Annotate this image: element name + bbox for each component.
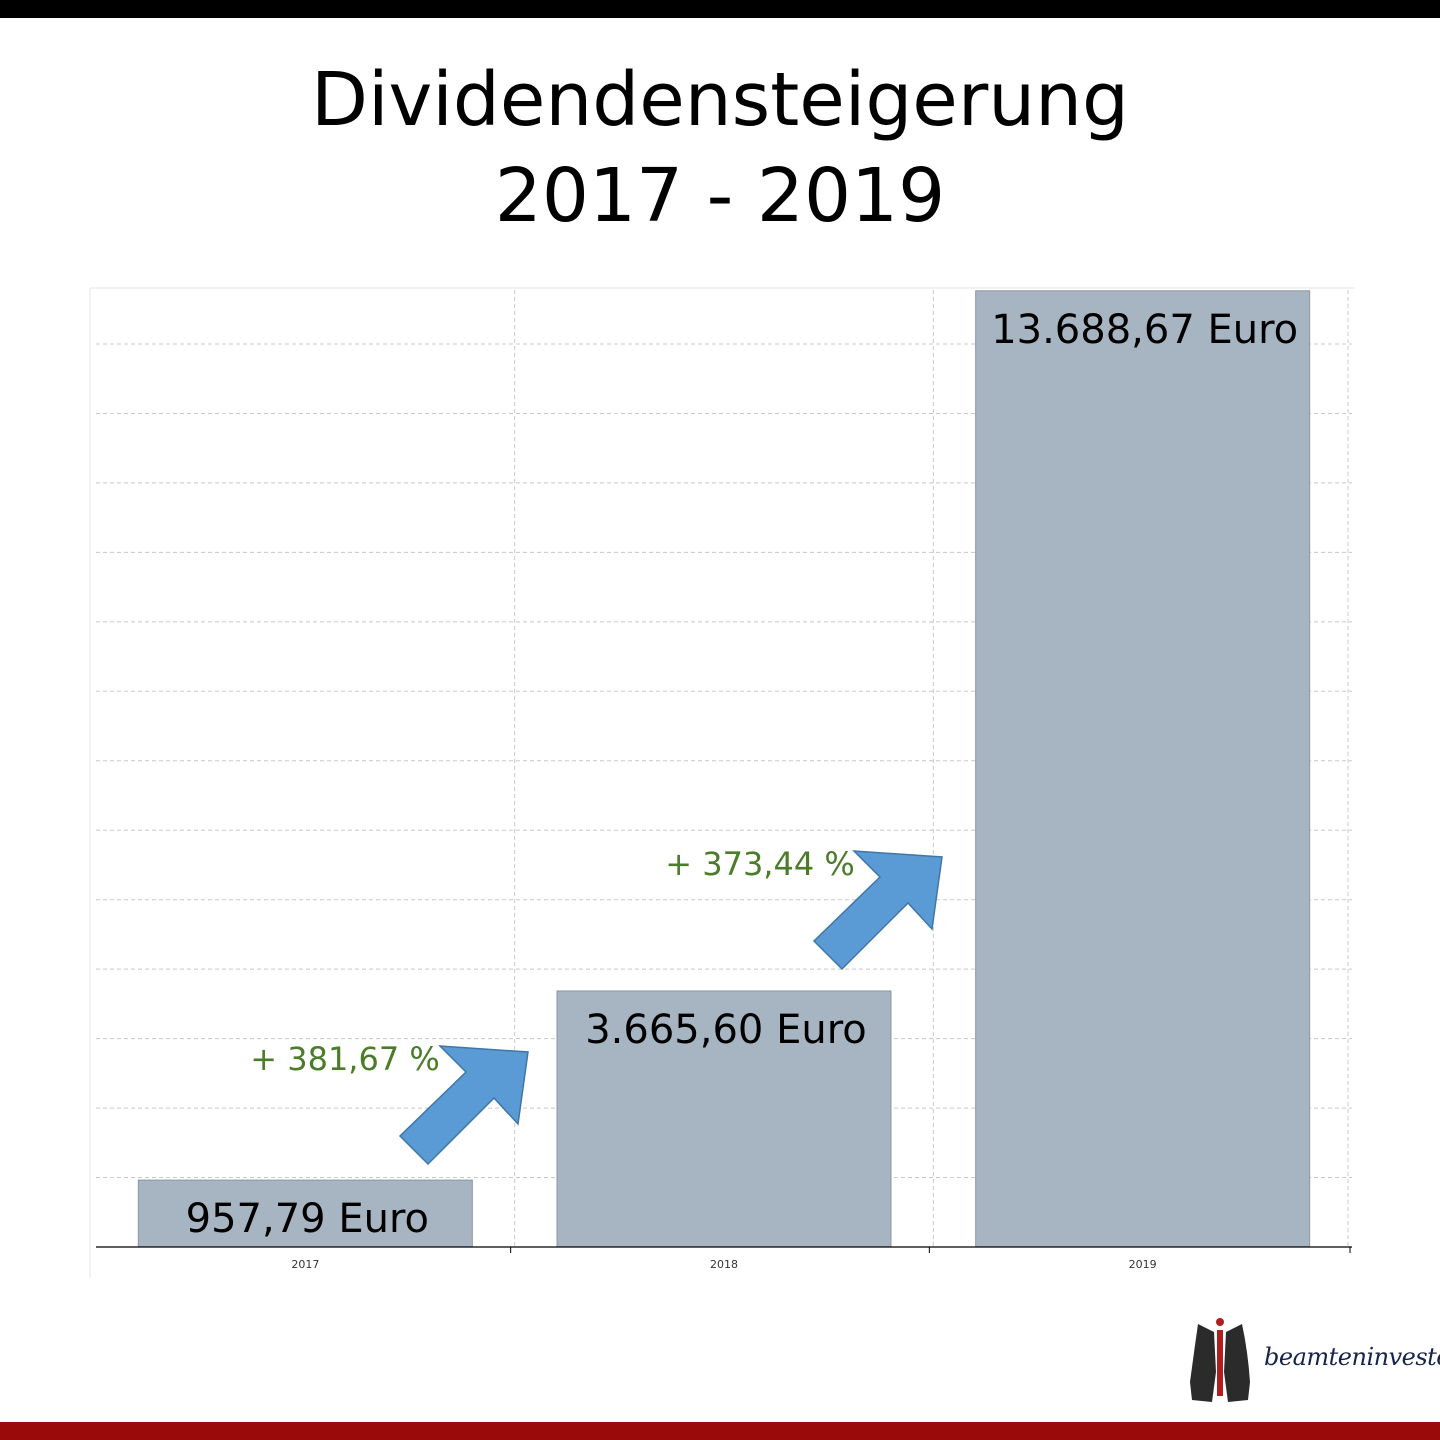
bar-2018 — [556, 990, 892, 1248]
bar-2017 — [137, 1179, 473, 1248]
jacket-logo-icon — [1190, 1318, 1250, 1402]
bar-2019 — [975, 290, 1311, 1248]
x-tick-label-2017: 2017 — [291, 1258, 319, 1271]
data-label-2018: 3.665,60 Euro — [585, 1007, 867, 1053]
growth-annotation: + 381,67 % — [250, 1040, 440, 1078]
chart-title: Dividendensteigerung 2017 - 2019 — [0, 52, 1440, 244]
x-tick-label-2019: 2019 — [1129, 1258, 1157, 1271]
top-border — [0, 0, 1440, 18]
growth-arrow-icon — [398, 1045, 529, 1166]
bottom-border — [0, 1422, 1440, 1440]
title-line-1: Dividendensteigerung — [310, 57, 1130, 143]
data-label-2019: 13.688,67 Euro — [991, 307, 1298, 353]
data-label-2017: 957,79 Euro — [186, 1196, 429, 1242]
x-tick-label-2018: 2018 — [710, 1258, 738, 1271]
logo-text: beamteninvestor — [1264, 1343, 1440, 1371]
growth-arrow-icon — [812, 850, 943, 971]
title-line-2: 2017 - 2019 — [494, 153, 946, 239]
growth-annotation: + 373,44 % — [665, 845, 855, 883]
